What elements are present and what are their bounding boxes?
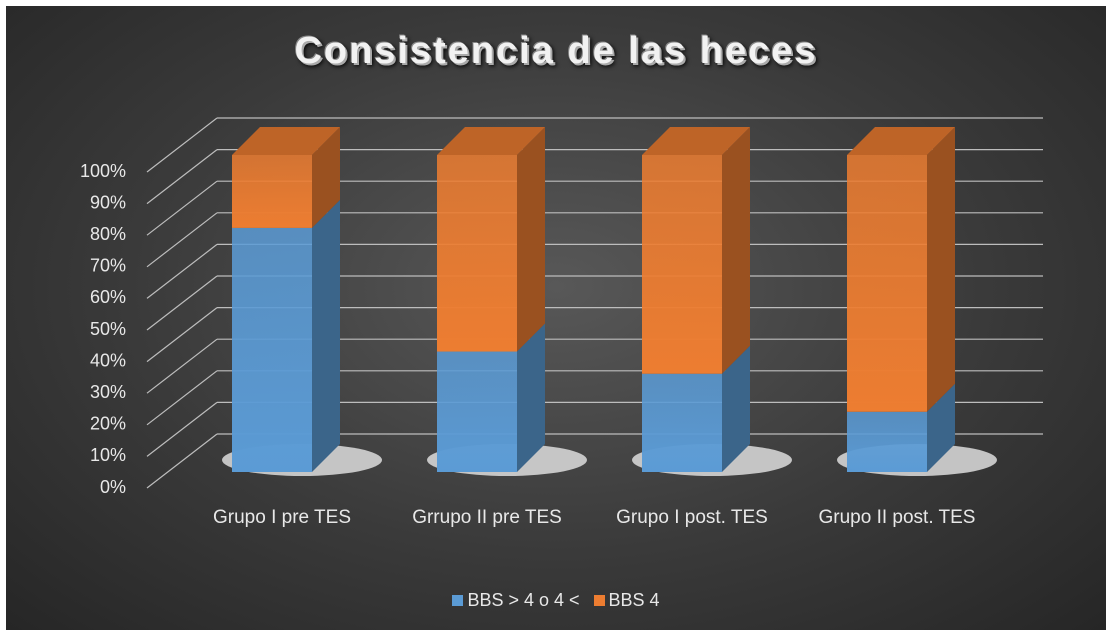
- bar-segment-side: [722, 345, 750, 472]
- bar-segment: [232, 155, 312, 228]
- y-tick-label: 70%: [90, 256, 126, 276]
- bar-segment-side: [722, 127, 750, 374]
- y-tick-label: 0%: [100, 477, 126, 497]
- legend-label: BBS 4: [608, 590, 660, 610]
- grid-line: [146, 370, 218, 426]
- bar-segment: [232, 227, 312, 472]
- y-tick-label: 40%: [90, 350, 126, 370]
- legend-item: BBS > 4 o 4 <: [452, 590, 580, 611]
- bar-segment: [847, 411, 927, 472]
- bar-segment-side: [517, 127, 545, 352]
- y-tick-label: 30%: [90, 382, 126, 402]
- y-tick-label: 100%: [80, 161, 126, 181]
- grid-line: [146, 307, 218, 363]
- bar-segment-side: [927, 383, 955, 472]
- grid-line: [146, 275, 218, 331]
- x-tick-label: Grupo I pre TES: [213, 507, 351, 528]
- grid-line: [146, 401, 218, 457]
- y-tick-label: 50%: [90, 319, 126, 339]
- bar-segment: [847, 155, 927, 412]
- bar-segment-side: [927, 127, 955, 412]
- bar-segment: [437, 155, 517, 352]
- legend-label: BBS > 4 o 4 <: [467, 590, 580, 610]
- chart-title: Consistencia de las heces: [294, 30, 818, 72]
- y-tick-label: 10%: [90, 445, 126, 465]
- y-tick-label: 90%: [90, 192, 126, 212]
- grid-line: [146, 180, 218, 236]
- bar-segment-side: [517, 323, 545, 472]
- x-tick-label: Grupo I post. TES: [616, 507, 768, 528]
- legend: BBS > 4 o 4 < BBS 4: [0, 590, 1112, 611]
- bar-segment-side: [312, 199, 340, 472]
- y-tick-label: 80%: [90, 224, 126, 244]
- grid-line: [146, 149, 218, 205]
- bar-segment-top: [437, 127, 545, 155]
- y-tick-label: 20%: [90, 414, 126, 434]
- grid-line: [146, 433, 218, 489]
- legend-swatch: [593, 595, 605, 606]
- bar-segment: [437, 351, 517, 472]
- y-tick-label: 60%: [90, 287, 126, 307]
- bar-segment-top: [642, 127, 750, 155]
- grid-line: [146, 243, 218, 299]
- grid-line: [146, 338, 218, 394]
- x-tick-label: Grupo II post. TES: [818, 507, 976, 528]
- bar-segment-side: [312, 127, 340, 228]
- x-tick-label: Grrupo II pre TES: [412, 507, 562, 528]
- legend-item: BBS 4: [593, 590, 660, 611]
- legend-swatch: [452, 595, 464, 606]
- bar-segment-top: [847, 127, 955, 155]
- bar-segment: [642, 373, 722, 472]
- bar-segment: [642, 155, 722, 374]
- grid-line: [146, 212, 218, 268]
- bar-segment-top: [232, 127, 340, 155]
- grid-line: [146, 117, 218, 173]
